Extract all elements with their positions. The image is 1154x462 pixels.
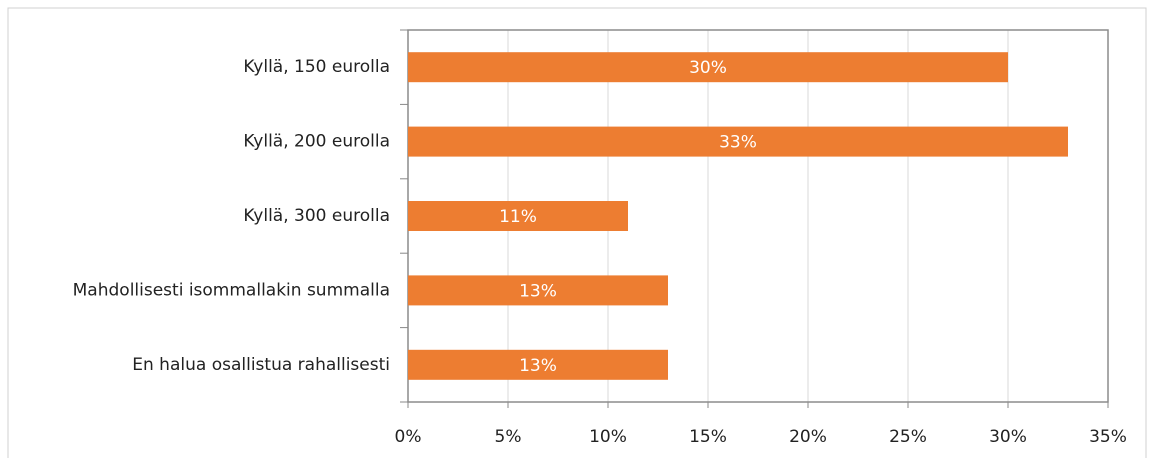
- x-tick-label: 15%: [689, 427, 727, 447]
- x-tick-label: 5%: [495, 427, 522, 447]
- y-tick-label: En halua osallistua rahallisesti: [132, 355, 390, 375]
- bar: [408, 275, 668, 306]
- x-tick-label: 20%: [789, 427, 827, 447]
- value-label: 13%: [519, 356, 557, 376]
- y-tick-label: Kyllä, 300 eurolla: [243, 206, 390, 226]
- y-tick-label: Kyllä, 200 eurolla: [243, 132, 390, 152]
- y-tick-label: Mahdollisesti isommallakin summalla: [73, 280, 390, 300]
- x-tick-label: 25%: [889, 427, 927, 447]
- value-label: 33%: [719, 133, 757, 153]
- bar: [408, 201, 628, 231]
- bar: [408, 126, 1068, 157]
- y-tick-label: Kyllä, 150 eurolla: [243, 57, 390, 77]
- value-label: 30%: [689, 58, 727, 78]
- x-tick-label: 35%: [1089, 427, 1127, 447]
- x-tick-label: 30%: [989, 427, 1027, 447]
- bar: [408, 349, 668, 380]
- value-label: 11%: [499, 207, 537, 227]
- x-tick-label: 10%: [589, 427, 627, 447]
- x-tick-label: 0%: [395, 427, 422, 447]
- value-label: 13%: [519, 281, 557, 301]
- chart-border: [7, 7, 1147, 462]
- bar: [408, 52, 1008, 83]
